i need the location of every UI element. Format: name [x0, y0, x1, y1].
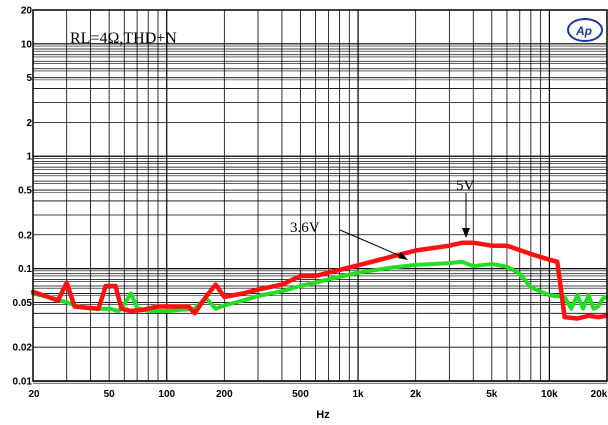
x-tick-label: 20k — [591, 389, 608, 400]
annotation-3-6v: 3.6V — [290, 220, 408, 260]
x-tick-label: 200 — [216, 389, 233, 400]
grid-minor — [32, 9, 608, 384]
annotation-5v-label: 5V — [456, 178, 475, 194]
chart-title: RL=4Ω,THD+N — [70, 30, 177, 47]
series-layer — [30, 240, 608, 321]
y-tick-label: 20 — [21, 6, 33, 17]
x-tick-label: 5k — [486, 389, 498, 400]
y-tick-label: 0.01 — [13, 377, 33, 388]
x-tick-label: 2k — [410, 389, 422, 400]
annotation-5v: 5V — [456, 178, 475, 238]
y-tick-label: 5 — [26, 73, 32, 84]
annotation-3-6v-label: 3.6V — [290, 220, 320, 236]
annotation-5v-arrow-head — [462, 228, 470, 238]
series-line-36v — [31, 259, 608, 313]
x-tick-label: 50 — [104, 389, 116, 400]
y-tick-label: 1 — [26, 152, 32, 163]
y-tick-label: 0.1 — [18, 264, 32, 275]
y-tick-label: 0.02 — [13, 343, 33, 354]
y-tick-label: 0.05 — [13, 298, 33, 309]
x-tick-label: 1k — [353, 389, 365, 400]
x-tick-label: 20 — [28, 389, 40, 400]
y-tick-label: 0.5 — [18, 186, 32, 197]
x-tick-label: 500 — [292, 389, 309, 400]
x-axis-label: Hz — [316, 409, 330, 421]
ap-logo-ring — [567, 18, 603, 42]
ap-logo: Ap — [567, 18, 603, 42]
y-tick-label: 10 — [21, 39, 33, 50]
x-tick-label: 10k — [541, 389, 558, 400]
annotation-3-6v-arrow-line — [339, 229, 406, 259]
tick-labels: 20 50 100 200 500 1k 2k 5k 10k 20k 20 10 5 2 1 0.5 0.2 0.… — [13, 6, 608, 401]
x-tick-label: 100 — [158, 389, 175, 400]
ap-logo-text: Ap — [575, 24, 592, 38]
series-line-5v — [30, 240, 608, 321]
plot-frame — [32, 9, 608, 382]
annotation-3-6v-arrow-head — [398, 252, 408, 260]
y-tick-label: 2 — [26, 118, 32, 129]
y-tick-label: 0.2 — [18, 230, 32, 241]
